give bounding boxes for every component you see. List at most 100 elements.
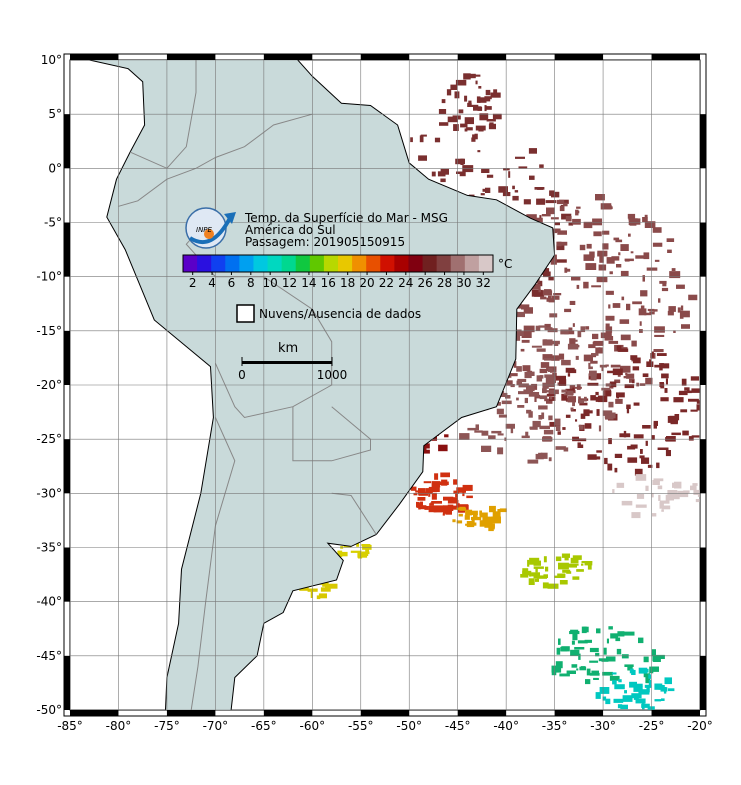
colorbar-label: 2 — [189, 276, 197, 290]
sst-patch — [645, 440, 648, 446]
sst-patch — [638, 689, 650, 695]
sst-patch — [580, 326, 586, 333]
sst-patch — [566, 571, 572, 574]
sst-patch — [483, 516, 492, 521]
sst-patch — [638, 637, 644, 644]
sst-patch — [647, 464, 653, 468]
sst-patch — [542, 339, 553, 346]
sst-patch — [633, 434, 644, 439]
sst-patch — [617, 704, 623, 709]
sst-patch — [583, 410, 593, 414]
sst-patch — [478, 128, 484, 132]
sst-patch — [680, 310, 690, 318]
sst-patch — [677, 490, 689, 498]
sst-patch — [609, 271, 613, 275]
sst-patch — [671, 432, 681, 436]
border-segment — [700, 114, 706, 169]
sst-patch — [587, 382, 599, 386]
sst-patch — [544, 374, 554, 378]
border-segment — [700, 439, 706, 494]
sst-patch — [643, 252, 650, 260]
sst-patch — [595, 692, 601, 699]
sst-patch — [690, 376, 699, 381]
sst-patch — [609, 381, 617, 388]
sst-patch — [612, 368, 623, 376]
sst-patch — [450, 505, 457, 510]
border-segment — [554, 710, 604, 716]
sst-patch — [546, 393, 556, 397]
y-tick-label: 5° — [48, 107, 62, 121]
sst-patch — [654, 364, 663, 368]
sst-patch — [361, 544, 371, 547]
border-outline — [63, 53, 707, 717]
sst-patch — [608, 438, 612, 445]
sst-patch — [541, 412, 545, 419]
country-border — [190, 417, 236, 710]
sst-patch — [635, 218, 641, 225]
sst-patch — [476, 96, 481, 103]
sst-patch — [663, 687, 667, 694]
sst-patch — [557, 431, 561, 435]
sst-patch — [575, 419, 578, 422]
sst-patch — [598, 395, 608, 403]
sst-patch — [537, 280, 543, 287]
sst-patch — [565, 216, 572, 222]
colorbar-label: 26 — [418, 276, 433, 290]
sst-patch — [613, 698, 624, 703]
sst-patch — [627, 213, 636, 219]
sst-patch — [443, 496, 454, 501]
sst-patch — [548, 295, 552, 302]
colorbar-swatch — [211, 255, 226, 272]
sst-patch — [553, 293, 562, 296]
sst-patch — [443, 505, 452, 511]
sst-patch — [589, 647, 599, 653]
sst-patch — [659, 280, 667, 284]
sst-patch — [528, 578, 535, 585]
sst-patch — [528, 148, 537, 154]
sst-patch — [645, 377, 653, 385]
sst-patch — [601, 387, 610, 391]
sst-patch — [569, 300, 576, 305]
title: Temp. da Superfície do Mar - MSG — [244, 211, 448, 225]
sst-patch — [622, 695, 633, 702]
sst-patch — [559, 205, 565, 212]
sst-patch — [583, 254, 595, 261]
sst-patch — [657, 485, 663, 490]
sst-patch — [595, 194, 605, 201]
sst-patch — [680, 305, 684, 311]
sst-patch — [608, 304, 611, 309]
sst-patch — [535, 578, 539, 582]
sst-patch — [642, 275, 645, 282]
sst-patch — [603, 206, 613, 210]
sst-patch — [598, 264, 607, 271]
sst-patch — [514, 190, 519, 193]
sst-patch — [659, 501, 664, 509]
sst-patch — [531, 345, 542, 348]
sst-patch — [483, 446, 488, 452]
sst-patch — [652, 480, 660, 485]
sst-patch — [646, 267, 658, 271]
sst-patch — [632, 380, 635, 384]
colorbar: 2 4 6 8 10 12 14 16 18 20 22 24 26 28 30 32 — [182, 254, 494, 290]
sst-patch — [544, 398, 549, 402]
sst-patch — [429, 503, 434, 506]
border-segment — [64, 114, 70, 169]
colorbar-swatch — [253, 255, 269, 272]
sst-patch — [597, 250, 608, 257]
sst-patch — [532, 420, 541, 428]
sst-patch — [489, 505, 496, 513]
colorbar-unit: °C — [498, 257, 512, 271]
sst-patch — [635, 504, 647, 508]
sst-patch — [593, 231, 602, 237]
sst-patch — [431, 501, 442, 504]
sst-patch — [620, 704, 628, 710]
sst-patch — [477, 107, 483, 111]
sst-patch — [546, 398, 553, 404]
sst-patch — [632, 366, 640, 371]
sst-patch — [692, 483, 698, 486]
sst-patch — [526, 371, 535, 376]
sst-patch — [661, 287, 669, 292]
colorbar-swatch — [295, 255, 311, 272]
sst-patch — [619, 319, 630, 324]
sst-patch — [629, 681, 637, 688]
